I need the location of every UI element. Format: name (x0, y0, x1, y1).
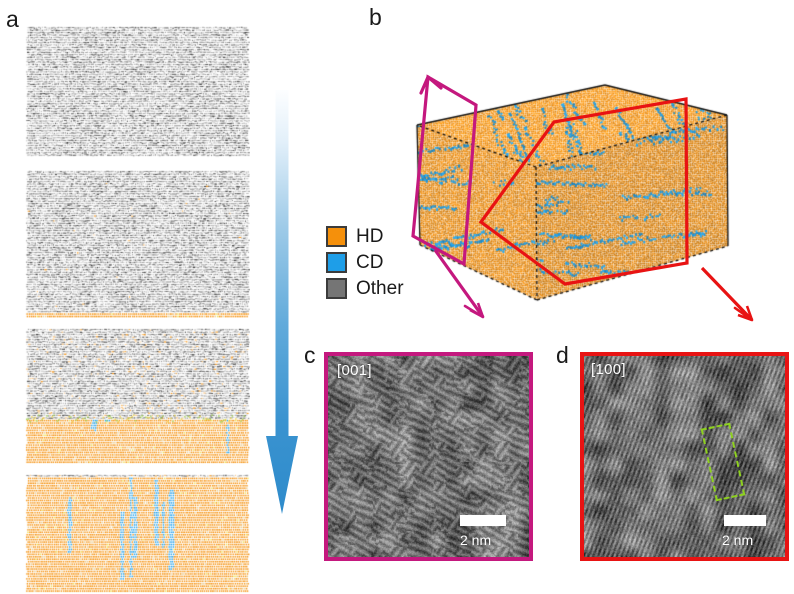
panel-d-zone-axis-label: [100] (591, 361, 626, 378)
panel-letter-a: a (6, 6, 19, 32)
panel-c-hrtem: [001] 2 nm (324, 352, 533, 561)
red-arrow-head (733, 305, 754, 322)
panel-letter-d: d (556, 342, 569, 368)
snapshot-1-disordered (24, 26, 250, 158)
panel-a-md-snapshots (24, 26, 250, 594)
legend-item-hd: HD (326, 224, 436, 248)
legend-swatch-hd (326, 225, 347, 247)
panel-letter-c: c (304, 342, 316, 368)
panel-d-scalebar-label: 2 nm (722, 532, 754, 548)
snapshot-2-mostly-disordered (24, 170, 250, 318)
legend-swatch-cd (326, 251, 347, 273)
panel-c-scalebar-label: 2 nm (460, 532, 492, 548)
legend-label-hd: HD (356, 225, 384, 247)
legend-swatch-other (326, 277, 347, 299)
legend-label-other: Other (356, 277, 404, 299)
snapshot-4-ordered (24, 474, 250, 594)
panel-c-frame (324, 352, 533, 561)
red-slice-plane (478, 97, 689, 286)
magenta-arrow-head (463, 302, 485, 319)
magenta-arrow-shaft (433, 249, 485, 318)
panel-d-frame (580, 352, 789, 561)
panel-b-3d-simulation-cell (352, 38, 782, 330)
panel-d-scalebar (724, 515, 766, 526)
panel-d-hrtem: [100] 2 nm (580, 352, 789, 561)
panel-c-scalebar (460, 515, 506, 526)
time-evolution-arrow (266, 90, 298, 514)
panel-letter-b: b (369, 4, 382, 30)
snapshot-3-partial-order (24, 328, 250, 464)
legend-item-other: Other (326, 276, 436, 300)
cube-slice-overlay (411, 74, 754, 322)
magenta-slice-plane (411, 74, 478, 267)
structure-type-legend: HD CD Other (326, 224, 436, 302)
legend-label-cd: CD (356, 251, 384, 273)
panel-c-zone-axis-label: [001] (337, 362, 372, 379)
legend-item-cd: CD (326, 250, 436, 274)
red-arrow-shaft (700, 266, 754, 322)
